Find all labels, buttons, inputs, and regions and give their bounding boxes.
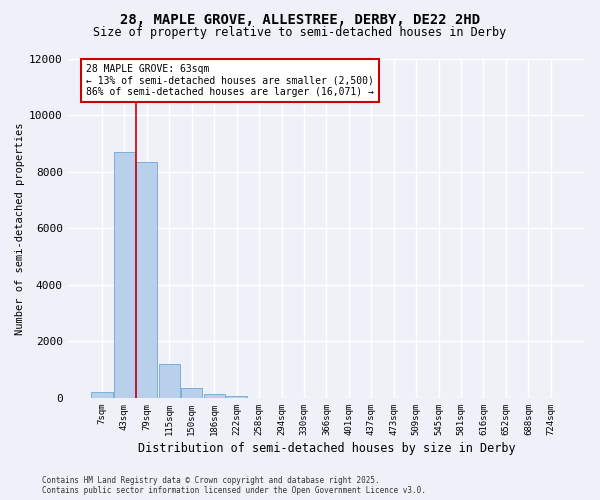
Text: 28 MAPLE GROVE: 63sqm
← 13% of semi-detached houses are smaller (2,500)
86% of s: 28 MAPLE GROVE: 63sqm ← 13% of semi-deta… bbox=[86, 64, 374, 98]
Bar bbox=[91, 392, 113, 398]
Y-axis label: Number of semi-detached properties: Number of semi-detached properties bbox=[15, 122, 25, 334]
Bar bbox=[226, 396, 247, 398]
Bar bbox=[136, 162, 157, 398]
Bar bbox=[158, 364, 180, 398]
Text: 28, MAPLE GROVE, ALLESTREE, DERBY, DE22 2HD: 28, MAPLE GROVE, ALLESTREE, DERBY, DE22 … bbox=[120, 12, 480, 26]
Bar bbox=[114, 152, 135, 398]
Text: Size of property relative to semi-detached houses in Derby: Size of property relative to semi-detach… bbox=[94, 26, 506, 39]
X-axis label: Distribution of semi-detached houses by size in Derby: Distribution of semi-detached houses by … bbox=[137, 442, 515, 455]
Bar bbox=[203, 394, 225, 398]
Bar bbox=[181, 388, 202, 398]
Text: Contains HM Land Registry data © Crown copyright and database right 2025.
Contai: Contains HM Land Registry data © Crown c… bbox=[42, 476, 426, 495]
